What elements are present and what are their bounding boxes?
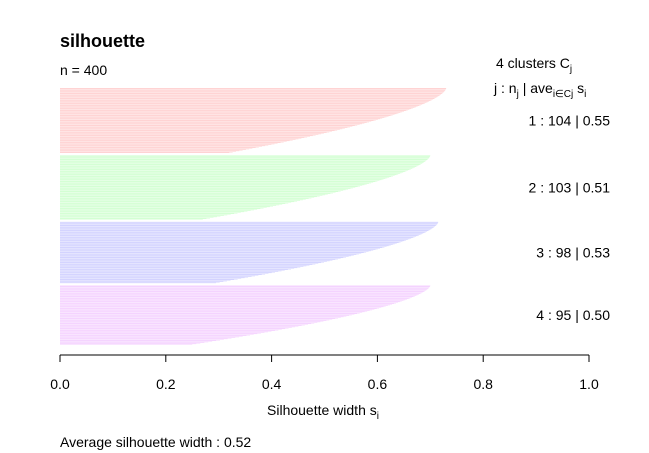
silhouette-bars xyxy=(60,88,447,345)
legend-header-line2-sub2: i∈Cj xyxy=(553,89,573,100)
cluster-3-label: 3 : 98 | 0.53 xyxy=(536,245,610,261)
chart-title: silhouette xyxy=(60,31,145,51)
x-tick-label: 0.6 xyxy=(368,376,388,392)
cluster-labels: 1 : 104 | 0.55 2 : 103 | 0.51 3 : 98 | 0.5… xyxy=(529,113,611,324)
legend-header-line1-sub: j xyxy=(569,64,572,75)
cluster-2-label: 2 : 103 | 0.51 xyxy=(529,180,611,196)
legend-header-line2-a: j : n xyxy=(493,80,517,96)
x-tick-label: 0.2 xyxy=(156,376,176,392)
legend-header-line2-b: | ave xyxy=(519,80,553,96)
x-tick-label: 0.0 xyxy=(50,376,70,392)
x-tick-label: 0.4 xyxy=(262,376,282,392)
cluster-4-label: 4 : 95 | 0.50 xyxy=(536,307,610,323)
cluster-1-label: 1 : 104 | 0.55 xyxy=(529,113,611,129)
x-tick-label: 0.8 xyxy=(473,376,493,392)
chart-subtitle: n = 400 xyxy=(60,62,107,78)
average-silhouette-width: Average silhouette width : 0.52 xyxy=(60,434,251,450)
x-axis-label-text: Silhouette width s xyxy=(267,402,377,418)
legend-header-line2: j : nj | avei∈Cj si xyxy=(493,80,586,100)
x-axis-label: Silhouette width si xyxy=(267,402,379,422)
legend-header-line2-c: s xyxy=(573,80,584,96)
legend-header-line2-sub1: j xyxy=(516,89,519,100)
x-axis: 0.0 0.2 0.4 0.6 0.8 1.0 xyxy=(50,354,599,392)
legend-header-line1: 4 clusters Cj xyxy=(496,55,572,75)
legend-header-line1-text: 4 clusters C xyxy=(496,55,570,71)
legend-header-line2-sub3: i xyxy=(584,89,586,100)
x-axis-label-sub: i xyxy=(377,411,379,422)
x-tick-label: 1.0 xyxy=(579,376,599,392)
